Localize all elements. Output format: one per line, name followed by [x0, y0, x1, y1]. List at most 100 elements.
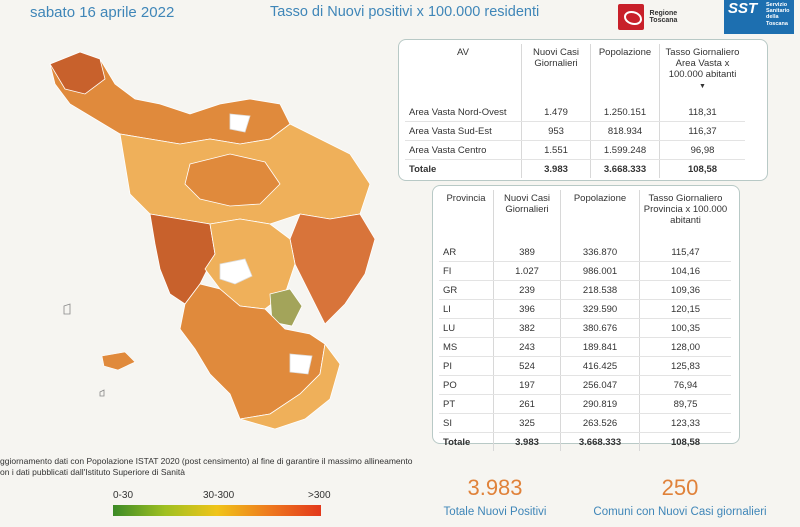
table-cell: 108,58 — [659, 159, 745, 178]
map-region-white-2 — [229, 113, 251, 133]
table-row: LI 396 329.590 120,15 — [439, 299, 731, 319]
table-cell: Area Vasta Centro — [405, 140, 522, 160]
table-cell: LI — [439, 299, 494, 319]
table-cell: 1.027 — [493, 261, 561, 281]
provincia-table: Provincia Nuovi Casi Giornalieri Popolaz… — [439, 190, 731, 451]
data-note-line-2: on i dati pubblicati dall'Istituto Super… — [0, 467, 185, 477]
table-cell: 89,75 — [639, 394, 731, 414]
column-header-sortable[interactable]: Tasso Giornaliero Area Vasta x 100.000 a… — [659, 44, 745, 103]
table-cell: 382 — [493, 318, 561, 338]
table-cell: 3.668.333 — [560, 432, 640, 451]
table-cell: FI — [439, 261, 494, 281]
table-cell: 290.819 — [560, 394, 640, 414]
table-total-row: Totale 3.983 3.668.333 108,58 — [439, 432, 731, 451]
table-cell: PT — [439, 394, 494, 414]
table-row: GR 239 218.538 109,36 — [439, 280, 731, 300]
table-cell: Totale — [405, 159, 522, 178]
column-header: Popolazione — [560, 190, 640, 243]
regione-toscana-emblem-icon — [618, 4, 644, 30]
table-cell: 123,33 — [639, 413, 731, 433]
table-cell: 3.983 — [493, 432, 561, 451]
table-cell: 818.934 — [590, 121, 660, 141]
column-header: Tasso Giornaliero Provincia x 100.000 ab… — [639, 190, 731, 243]
column-header-label: Tasso Giornaliero Area Vasta x 100.000 a… — [665, 47, 740, 80]
map-region-white-1 — [219, 258, 253, 285]
island-capraia — [63, 303, 71, 315]
table-cell: 115,47 — [639, 243, 731, 262]
table-cell: 189.841 — [560, 337, 640, 357]
table-cell: 336.870 — [560, 243, 640, 262]
total-new-positives-value: 3.983 — [467, 475, 523, 500]
table-cell: AR — [439, 243, 494, 262]
table-cell: 1.551 — [521, 140, 591, 160]
table-cell: 380.676 — [560, 318, 640, 338]
table-cell: 389 — [493, 243, 561, 262]
column-header: Nuovi Casi Giornalieri — [493, 190, 561, 243]
table-cell: 1.250.151 — [590, 103, 660, 122]
table-row: SI 325 263.526 123,33 — [439, 413, 731, 433]
table-cell: 1.479 — [521, 103, 591, 122]
table-cell: Area Vasta Nord-Ovest — [405, 103, 522, 122]
table-row: PI 524 416.425 125,83 — [439, 356, 731, 376]
sort-desc-icon: ▼ — [699, 83, 706, 90]
table-cell: 261 — [493, 394, 561, 414]
table-cell: 1.599.248 — [590, 140, 660, 160]
tuscany-choropleth-map — [49, 51, 376, 430]
table-row: PT 261 290.819 89,75 — [439, 394, 731, 414]
table-cell: GR — [439, 280, 494, 300]
legend-label-low: 0-30 — [113, 490, 134, 501]
legend-label-mid: 30-300 — [203, 490, 235, 501]
table-header-row: Provincia Nuovi Casi Giornalieri Popolaz… — [439, 190, 731, 243]
island-giglio — [99, 389, 105, 397]
table-cell: 953 — [521, 121, 591, 141]
table-cell: 100,35 — [639, 318, 731, 338]
table-cell: 109,36 — [639, 280, 731, 300]
legend-label-high: >300 — [308, 490, 331, 501]
table-cell: 263.526 — [560, 413, 640, 433]
table-cell: 329.590 — [560, 299, 640, 319]
map-region-south — [239, 343, 341, 430]
table-row: LU 382 380.676 100,35 — [439, 318, 731, 338]
table-cell: 218.538 — [560, 280, 640, 300]
table-cell: 76,94 — [639, 375, 731, 395]
table-row: Area Vasta Nord-Ovest 1.479 1.250.151 11… — [405, 103, 745, 122]
table-cell: 325 — [493, 413, 561, 433]
table-cell: 118,31 — [659, 103, 745, 122]
table-row: FI 1.027 986.001 104,16 — [439, 261, 731, 281]
column-header: Nuovi Casi Giornalieri — [521, 44, 591, 103]
comuni-count-value: 250 — [661, 475, 699, 500]
table-row: MS 243 189.841 128,00 — [439, 337, 731, 357]
map-region-white-3 — [289, 353, 313, 375]
table-cell: PO — [439, 375, 494, 395]
legend-color-scale — [113, 505, 321, 516]
table-cell: 396 — [493, 299, 561, 319]
table-cell: 3.983 — [521, 159, 591, 178]
sst-logo: SST Servizio Sanitario della Toscana — [724, 0, 794, 34]
table-cell: PI — [439, 356, 494, 376]
sst-logo-subtitle: Servizio Sanitario della Toscana — [766, 2, 790, 27]
table-cell: 3.668.333 — [590, 159, 660, 178]
page-title: Tasso di Nuovi positivi x 100.000 reside… — [270, 4, 540, 20]
table-row: Area Vasta Centro 1.551 1.599.248 96,98 — [405, 140, 745, 160]
comuni-count-label: Comuni con Nuovi Casi giornalieri — [593, 506, 767, 518]
table-cell: 120,15 — [639, 299, 731, 319]
table-cell: 116,37 — [659, 121, 745, 141]
table-cell: LU — [439, 318, 494, 338]
area-vasta-table: AV Nuovi Casi Giornalieri Popolazione Ta… — [405, 44, 745, 178]
table-total-row: Totale 3.983 3.668.333 108,58 — [405, 159, 745, 178]
table-header-row: AV Nuovi Casi Giornalieri Popolazione Ta… — [405, 44, 745, 103]
table-cell: 524 — [493, 356, 561, 376]
table-cell: SI — [439, 413, 494, 433]
table-cell: Area Vasta Sud-Est — [405, 121, 522, 141]
provincia-panel: Provincia Nuovi Casi Giornalieri Popolaz… — [432, 185, 740, 451]
table-cell: 128,00 — [639, 337, 731, 357]
column-header: Popolazione — [590, 44, 660, 103]
data-note: ggiornamento dati con Popolazione ISTAT … — [0, 456, 440, 478]
table-cell: 416.425 — [560, 356, 640, 376]
table-cell: MS — [439, 337, 494, 357]
table-cell: 197 — [493, 375, 561, 395]
regione-toscana-label: Regione Toscana — [649, 10, 678, 24]
table-cell: 239 — [493, 280, 561, 300]
table-cell: 104,16 — [639, 261, 731, 281]
regione-toscana-logo: Regione Toscana — [618, 1, 706, 33]
